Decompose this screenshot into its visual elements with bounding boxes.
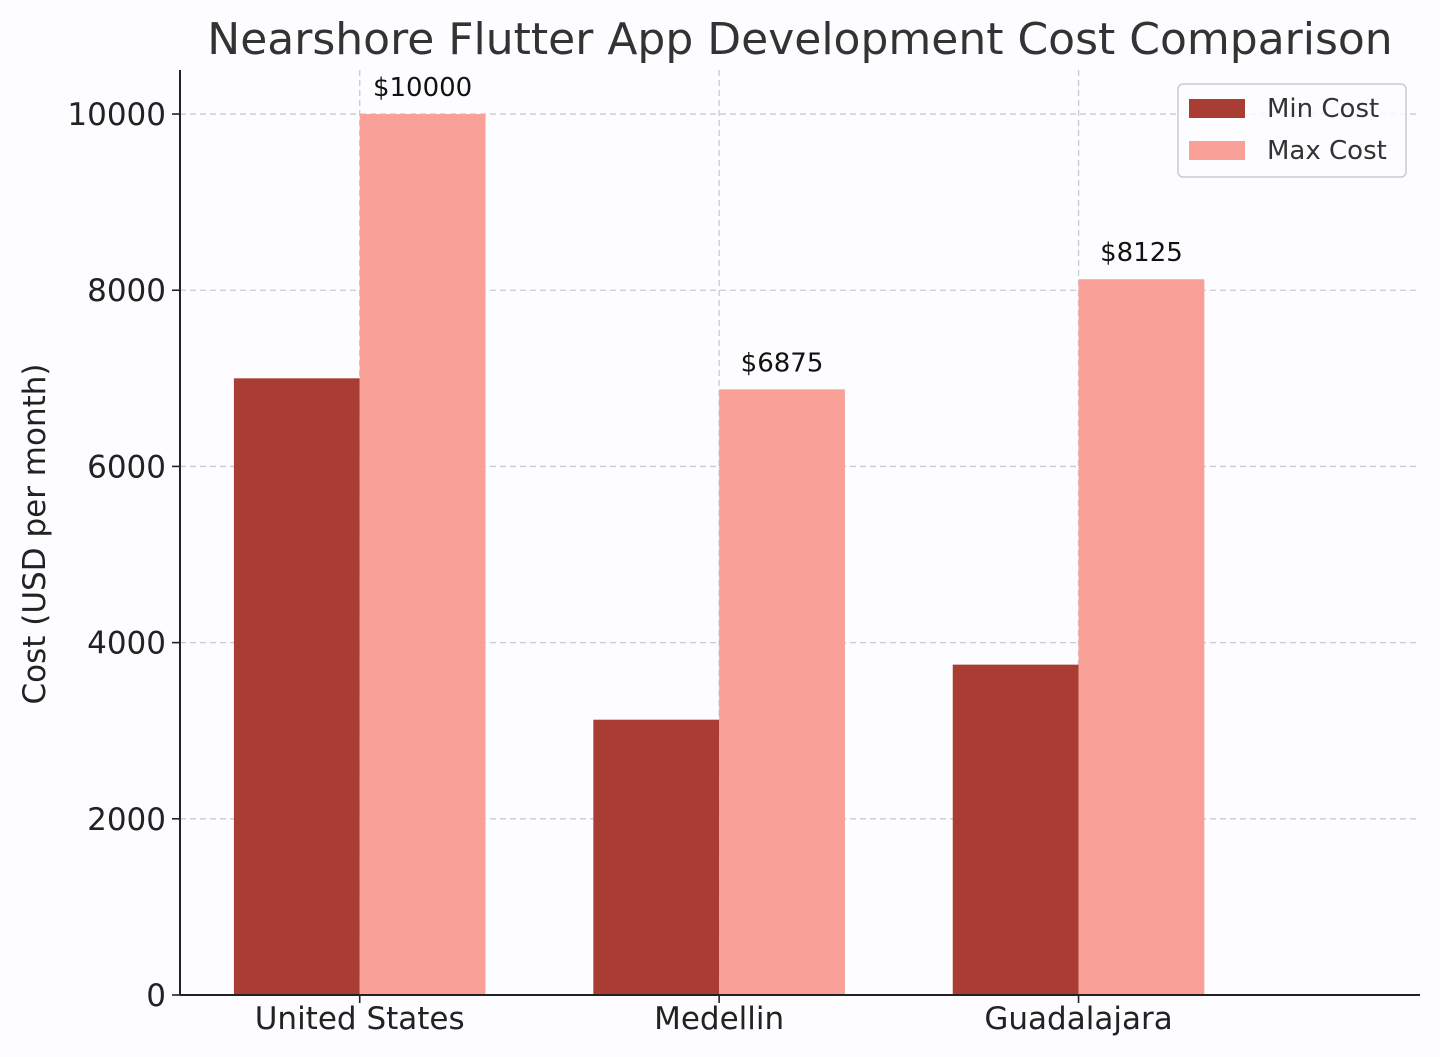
- bar-max-cost: [1078, 279, 1205, 995]
- y-tick-label: 2000: [87, 802, 166, 838]
- legend-swatch: [1189, 141, 1245, 160]
- bar-min-cost: [593, 719, 720, 995]
- y-axis-label: Cost (USD per month): [17, 363, 53, 704]
- bar-value-label: $8125: [1100, 238, 1183, 268]
- y-tick-label: 8000: [87, 273, 166, 309]
- bar-max-cost: [359, 114, 486, 996]
- y-tick-label: 6000: [87, 449, 166, 485]
- bars: [233, 114, 1205, 996]
- x-tick-label: Medellin: [654, 1001, 784, 1037]
- bar-min-cost: [952, 664, 1079, 995]
- legend: Min Cost Max Cost: [1177, 83, 1407, 178]
- bar-max-cost: [719, 389, 845, 996]
- y-tick-label: 4000: [87, 626, 166, 662]
- chart-title: Nearshore Flutter App Development Cost C…: [207, 14, 1392, 65]
- bar-value-label: $10000: [373, 73, 472, 103]
- bar-min-cost: [233, 378, 360, 995]
- legend-label: Min Cost: [1267, 94, 1379, 124]
- x-tick-label: Guadalajara: [984, 1001, 1172, 1037]
- x-tick-label: United States: [255, 1001, 465, 1037]
- axes: 0 2000 4000 6000 8000 10000 United States Medel…: [67, 70, 1420, 1037]
- bar-value-label: $6875: [741, 348, 824, 378]
- y-tick-label: 0: [146, 978, 166, 1014]
- data-labels: $10000 $6875 $8125: [373, 73, 1183, 378]
- legend-swatch: [1189, 99, 1245, 118]
- legend-label: Max Cost: [1267, 136, 1387, 166]
- y-tick-label: 10000: [67, 97, 166, 133]
